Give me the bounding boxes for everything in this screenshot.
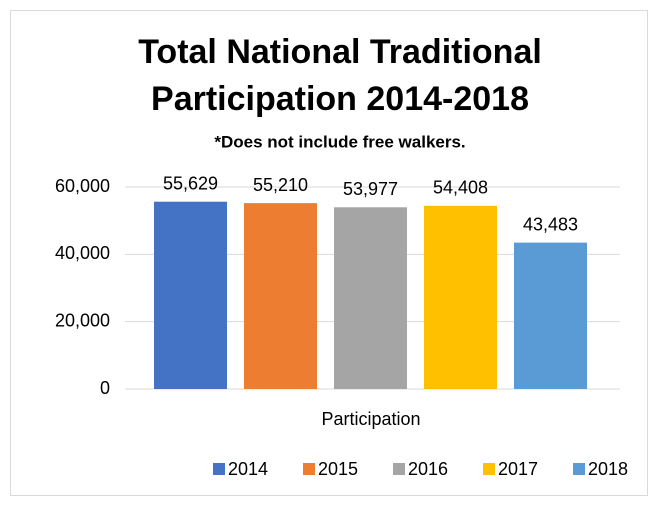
y-tick-label: 40,000 <box>55 243 110 263</box>
legend-swatch <box>483 463 495 475</box>
bar <box>244 203 317 389</box>
bar <box>154 201 227 389</box>
legend-swatch <box>573 463 585 475</box>
bar <box>514 242 587 389</box>
legend-swatch <box>303 463 315 475</box>
x-tick-label: Participation <box>321 409 420 429</box>
legend-label: 2015 <box>318 459 358 479</box>
legend-swatch <box>393 463 405 475</box>
chart-title: Total National Traditional <box>138 33 542 71</box>
y-tick-label: 0 <box>100 378 110 398</box>
legend-label: 2018 <box>588 459 628 479</box>
chart-subtitle: *Does not include free walkers. <box>214 132 465 151</box>
data-label: 55,210 <box>253 175 308 195</box>
data-label: 53,977 <box>343 179 398 199</box>
data-label: 54,408 <box>433 178 488 198</box>
y-tick-label: 60,000 <box>55 176 110 196</box>
bar <box>334 207 407 389</box>
legend-label: 2016 <box>408 459 448 479</box>
bar <box>424 205 497 389</box>
data-label: 55,629 <box>163 173 218 193</box>
legend-swatch <box>213 463 225 475</box>
legend-label: 2017 <box>498 459 538 479</box>
y-tick-label: 20,000 <box>55 310 110 330</box>
data-label: 43,483 <box>523 214 578 234</box>
legend-label: 2014 <box>228 459 268 479</box>
chart-title: Participation 2014-2018 <box>151 80 529 118</box>
